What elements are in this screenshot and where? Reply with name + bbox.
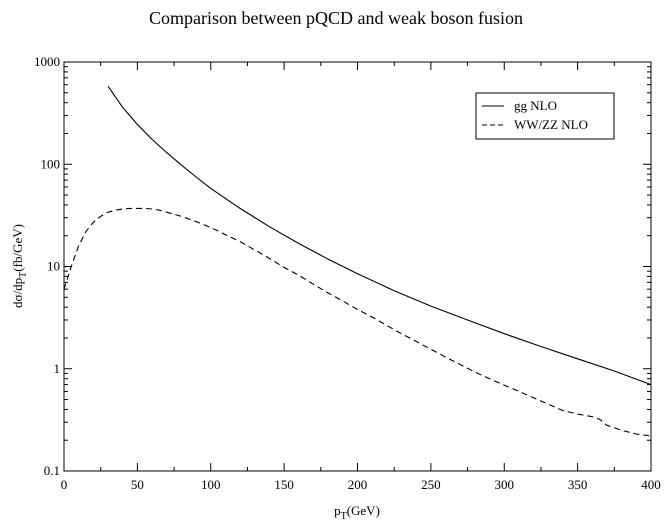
y-tick-label: 1 bbox=[54, 361, 61, 376]
x-tick-label: 100 bbox=[201, 477, 221, 492]
x-tick-label: 50 bbox=[131, 477, 144, 492]
series-layer bbox=[63, 85, 652, 437]
x-axis-label: pT(GeV) bbox=[334, 503, 380, 522]
y-tick-label: 10 bbox=[47, 259, 60, 274]
x-tick-label: 250 bbox=[421, 477, 441, 492]
legend-label-gg-nlo: gg NLO bbox=[514, 98, 557, 113]
y-axis: 0.1 1 10 100 1000 bbox=[34, 54, 651, 478]
x-tick-label: 200 bbox=[348, 477, 368, 492]
x-tick-label: 0 bbox=[61, 477, 68, 492]
legend-label-ww-zz-nlo: WW/ZZ NLO bbox=[514, 117, 588, 132]
series-line-ww-zz-nlo bbox=[63, 207, 652, 437]
series-line-gg-nlo bbox=[107, 85, 652, 386]
y-tick-label: 0.1 bbox=[44, 463, 60, 478]
x-tick-label: 300 bbox=[495, 477, 515, 492]
y-axis-label: dσ/dpT(fb/GeV) bbox=[10, 224, 29, 308]
legend: gg NLO WW/ZZ NLO bbox=[475, 92, 615, 140]
y-tick-label: 1000 bbox=[34, 54, 60, 69]
x-tick-label: 350 bbox=[568, 477, 588, 492]
x-axis: 0 50 100 150 200 250 300 350 400 bbox=[61, 62, 661, 492]
x-tick-label: 150 bbox=[274, 477, 294, 492]
legend-box bbox=[475, 92, 615, 140]
chart-title: Comparison between pQCD and weak boson f… bbox=[149, 8, 523, 28]
x-tick-label: 400 bbox=[641, 477, 661, 492]
y-tick-label: 100 bbox=[41, 156, 61, 171]
